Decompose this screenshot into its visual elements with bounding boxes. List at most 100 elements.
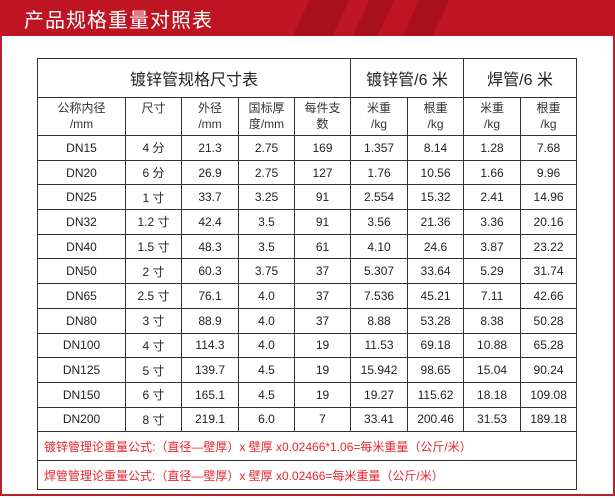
table-cell: 3.5 [238,209,295,235]
table-cell: 42.66 [520,283,578,309]
column-header-line: /kg [427,117,444,131]
table-cell: 3.5 [238,233,295,260]
column-header: 根重/kg [407,97,465,136]
table-cell: 8 寸 [125,406,182,433]
group-header: 镀锌管规格尺寸表 [36,58,352,98]
table-cell: 3.25 [238,184,295,211]
table-row: DN50 2 寸 60.3 3.75 37 5.307 33.64 5.29 31.74 [37,258,578,285]
column-header-line: /kg [371,117,388,131]
table-cell: 10.88 [463,332,522,359]
column-header-line: 外径 [197,101,222,115]
column-header-line: 根重 [536,101,561,115]
table-cell: 7 [293,406,352,433]
column-header-line: 公称内径 [57,101,106,115]
table-cell: 23.22 [520,233,578,260]
table-cell: 4 寸 [125,332,182,359]
column-header-line: /mm [69,117,94,131]
table-cell: 10.56 [407,159,465,186]
table-cell: 7.536 [350,283,409,309]
table-row: DN25 1 寸 33.7 3.25 91 2.554 15.32 2.41 14.96 [37,184,578,211]
table-cell: 37 [293,307,352,334]
column-header-line: 国标厚 [248,101,285,115]
formula-row: 焊管管理论重量公式:（直径—壁厚）x 壁厚 x0.02466=每米重量（公斤/米… [36,460,578,491]
column-header-line: 根重 [423,101,448,115]
table-row: DN100 4 寸 114.3 4.0 19 11.53 69.18 10.88 65.28 [37,332,578,359]
table-cell: 3.36 [463,209,522,235]
table-cell: DN15 [37,135,126,161]
table-cell: 21.36 [407,209,465,235]
page-title: 产品规格重量对照表 [24,8,213,32]
table-cell: 1.76 [350,159,409,186]
table-cell: 9.96 [520,159,578,186]
table-row: DN15 4 分 21.3 2.75 169 1.357 8.14 1.28 7.68 [37,135,578,161]
column-header-line: 每件支 [304,101,341,115]
table-cell: 1.2 寸 [125,209,182,235]
column-header-line: /kg [484,117,501,131]
table-cell: 2.41 [463,184,522,211]
title-banner: 产品规格重量对照表 [0,0,615,36]
table-cell: 2.5 寸 [125,283,182,309]
table-cell: 169 [293,135,352,161]
table-cell: 50.28 [520,307,578,334]
table-cell: 33.41 [350,406,409,433]
table-cell: 4.0 [238,332,295,359]
table-cell: 109.08 [520,381,578,408]
table-cell: 19.27 [350,381,409,408]
table-cell: 98.65 [407,357,465,383]
table-cell: 60.3 [181,258,239,285]
table-row: DN32 1.2 寸 42.4 3.5 91 3.56 21.36 3.36 20.16 [37,209,578,235]
table-cell: 8.88 [350,307,409,334]
banner-decoration [346,0,399,36]
table-row: DN20 6 分 26.9 2.75 127 1.76 10.56 1.66 9.96 [37,159,578,186]
table-cell: 45.21 [407,283,465,309]
table-cell: 200.46 [407,406,465,433]
table-cell: 88.9 [181,307,239,334]
table-cell: 69.18 [407,332,465,359]
table-cell: 18.18 [463,381,522,408]
table-cell: DN20 [37,159,126,186]
table-cell: 4 分 [125,135,182,161]
banner-decoration [396,0,454,36]
banner-decoration [286,0,354,36]
table-cell: 19 [293,381,352,408]
table-cell: 15.942 [350,357,409,383]
table-cell: 189.18 [520,406,578,433]
table-row: DN125 5 寸 139.7 4.5 19 15.942 98.65 15.04 90.24 [37,357,578,383]
table-cell: 5 寸 [125,357,182,383]
table-cell: 2.554 [350,184,409,211]
table-cell: 3 寸 [125,307,182,334]
table-cell: 1.66 [463,159,522,186]
table-cell: 33.7 [181,184,239,211]
table-cell: 19 [293,357,352,383]
table-row: DN65 2.5 寸 76.1 4.0 37 7.536 45.21 7.11 42.66 [37,283,578,309]
formula-text: 镀锌管理论重量公式:（直径—壁厚）x 壁厚 x0.02466*1.06=每米重量… [36,431,578,462]
column-header: 米重/kg [463,97,522,136]
column-header: 外径/mm [181,97,239,136]
table-cell: 37 [293,258,352,285]
table-cell: 6 寸 [125,381,182,408]
table-cell: 42.4 [181,209,239,235]
table-cell: 15.04 [463,357,522,383]
table-cell: 48.3 [181,233,239,260]
table-cell: 7.68 [520,135,578,161]
column-header-line: /mm [198,117,222,131]
table-cell: 2.75 [238,159,295,186]
table-cell: 65.28 [520,332,578,359]
formula-row: 镀锌管理论重量公式:（直径—壁厚）x 壁厚 x0.02466*1.06=每米重量… [36,431,578,462]
table-cell: DN65 [37,283,126,309]
table-cell: 5.307 [350,258,409,285]
group-header: 焊管/6 米 [463,58,578,98]
column-header-line: 尺寸 [141,101,166,115]
table-cell: 3.56 [350,209,409,235]
table-cell: 21.3 [181,135,239,161]
column-header-line: 米重 [480,101,505,115]
column-header-line: /kg [540,117,557,131]
table-cell: 1.357 [350,135,409,161]
table-cell: 31.53 [463,406,522,433]
table-cell: 4.10 [350,233,409,260]
column-header: 根重/kg [520,97,578,136]
table-cell: 3.87 [463,233,522,260]
table-cell: 26.9 [181,159,239,186]
table-cell: 90.24 [520,357,578,383]
table-cell: 127 [293,159,352,186]
